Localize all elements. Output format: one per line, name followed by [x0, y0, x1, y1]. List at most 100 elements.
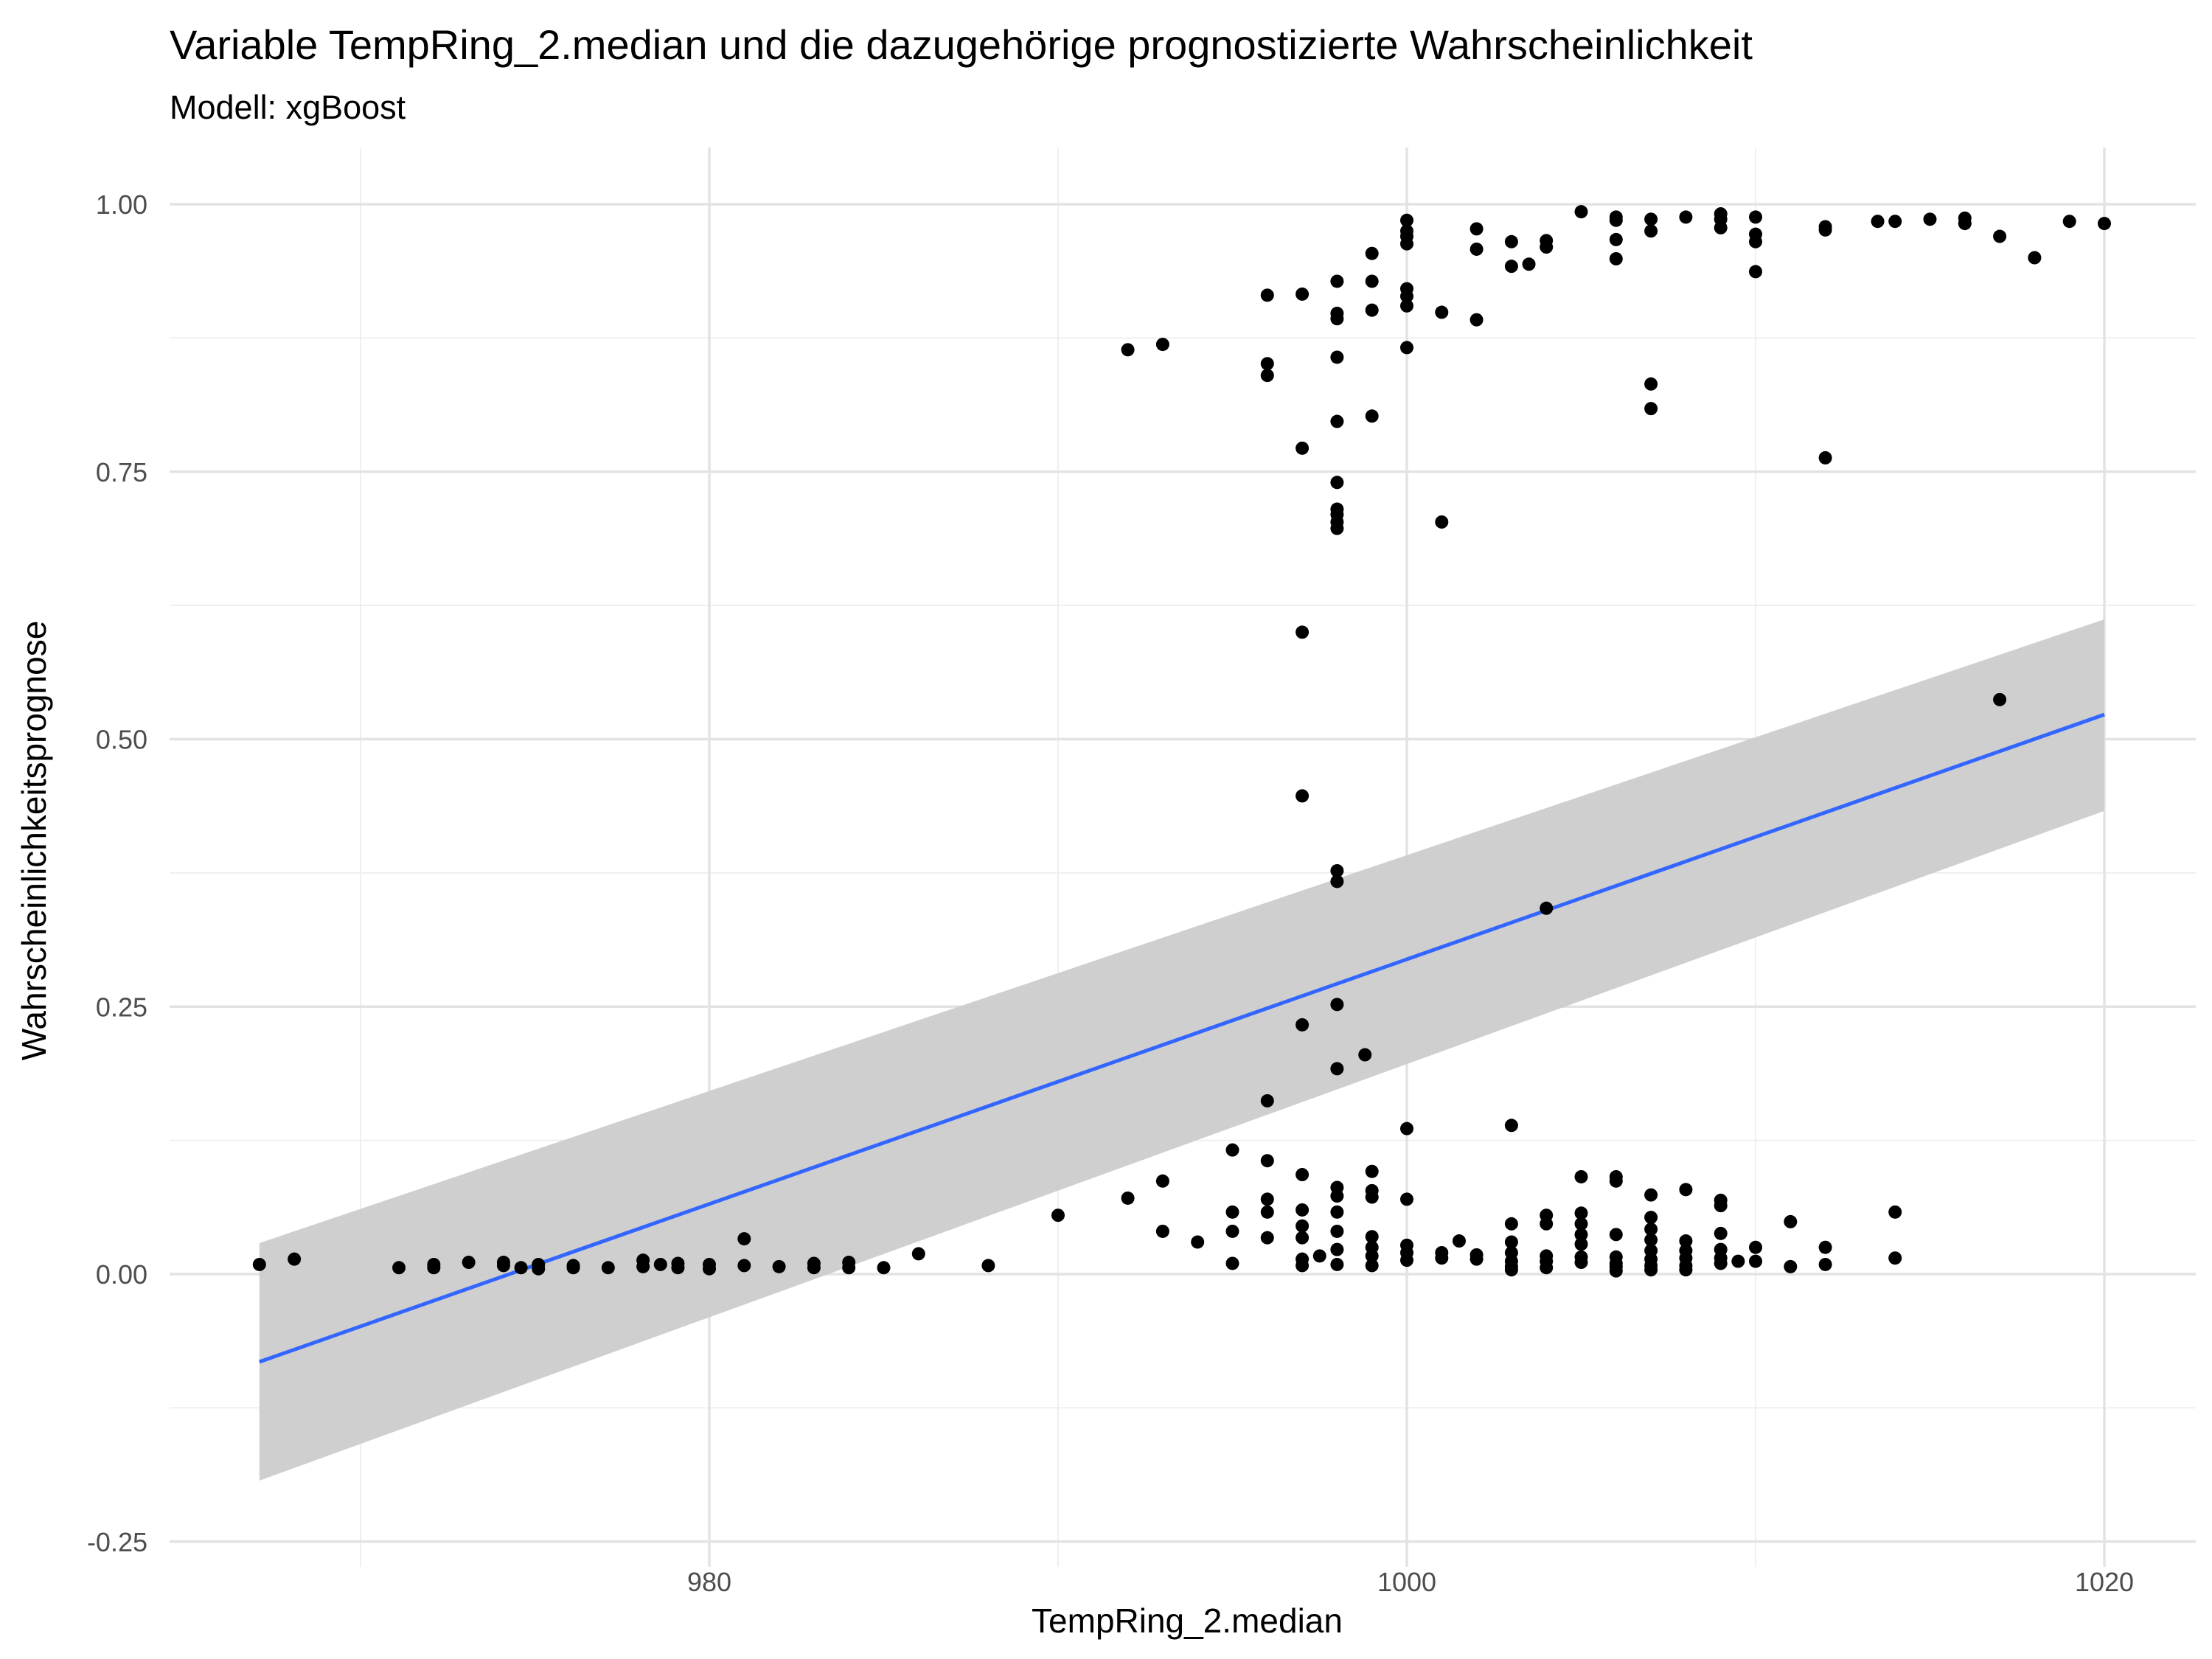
data-point: [1522, 257, 1536, 271]
data-point: [1330, 1224, 1344, 1238]
data-point: [981, 1259, 995, 1273]
data-point: [1644, 1222, 1658, 1237]
data-point: [1121, 343, 1135, 357]
y-tick-label: 0.75: [96, 457, 147, 487]
trend-line: [259, 712, 2105, 1364]
data-point: [1365, 303, 1379, 317]
data-point: [1365, 1249, 1379, 1263]
data-point: [1365, 1164, 1379, 1178]
data-point: [1731, 1254, 1745, 1268]
data-point: [1609, 213, 1623, 227]
data-point: [1295, 1018, 1310, 1032]
data-point: [1784, 1259, 1798, 1273]
confidence-band: [259, 619, 2104, 1481]
data-point: [1888, 1205, 1902, 1219]
data-point: [514, 1261, 528, 1275]
data-point: [1644, 1188, 1658, 1202]
data-point: [772, 1259, 786, 1273]
data-point: [1295, 441, 1310, 455]
data-point: [1923, 212, 1937, 226]
data-point: [1330, 521, 1344, 535]
y-axis-title: Wahrscheinlichkeitsprognose: [15, 621, 53, 1061]
data-point: [1400, 1192, 1413, 1206]
data-point: [842, 1261, 856, 1275]
data-point: [1260, 1154, 1274, 1168]
data-point: [1609, 252, 1623, 266]
data-point: [1679, 1183, 1693, 1197]
data-point: [1714, 1226, 1728, 1240]
data-point: [1330, 274, 1344, 288]
data-point: [1574, 1169, 1588, 1183]
x-tick-label: 980: [687, 1567, 731, 1597]
data-point: [1400, 299, 1413, 313]
x-tick-label: 1000: [1377, 1567, 1436, 1597]
data-point: [1225, 1256, 1239, 1270]
data-point: [1574, 205, 1588, 219]
data-point: [566, 1261, 580, 1275]
data-point: [703, 1262, 716, 1276]
data-point: [1452, 1234, 1466, 1248]
data-point: [1330, 1242, 1344, 1256]
data-point: [1365, 246, 1379, 260]
data-point: [1504, 1119, 1518, 1133]
data-point: [1435, 1251, 1449, 1265]
data-point: [737, 1232, 751, 1246]
data-point: [1540, 1261, 1554, 1275]
y-axis-ticks: -0.25 0.00 0.25 0.50 0.75 1.00: [87, 189, 147, 1557]
data-point: [877, 1261, 891, 1275]
data-point: [1644, 1211, 1658, 1225]
chart-subtitle: Modell: xgBoost: [170, 88, 406, 126]
data-point: [1749, 1240, 1762, 1254]
data-point: [1365, 274, 1379, 288]
data-point: [1609, 1264, 1623, 1278]
data-point: [1714, 1256, 1728, 1270]
data-point: [1644, 1233, 1658, 1247]
data-point: [1051, 1208, 1065, 1222]
data-point: [1888, 215, 1902, 229]
data-point: [1993, 229, 2007, 243]
data-point: [1644, 212, 1658, 226]
data-point: [1609, 1228, 1623, 1242]
data-point: [1470, 313, 1484, 327]
data-point: [1540, 901, 1554, 915]
data-point: [1993, 692, 2007, 706]
data-point: [1749, 1254, 1762, 1268]
data-point: [1260, 369, 1274, 383]
data-point: [911, 1247, 925, 1261]
y-tick-label: 1.00: [96, 189, 147, 220]
data-point: [1295, 1219, 1310, 1233]
y-tick-label: 0.00: [96, 1259, 147, 1290]
data-point: [2028, 251, 2042, 265]
data-point: [1470, 1252, 1484, 1266]
data-point: [1191, 1235, 1205, 1249]
data-point: [1330, 350, 1344, 364]
x-tick-label: 1020: [2075, 1567, 2134, 1597]
data-point: [1888, 1251, 1902, 1265]
data-point: [1470, 242, 1484, 256]
data-point: [2098, 217, 2111, 231]
data-point: [1540, 240, 1554, 254]
data-point: [1225, 1224, 1239, 1238]
data-point: [1400, 1253, 1413, 1267]
data-point: [1295, 1231, 1310, 1245]
data-point: [1365, 1190, 1379, 1204]
data-point: [1504, 1263, 1518, 1277]
data-point: [1609, 1174, 1623, 1188]
data-point: [1749, 265, 1762, 279]
data-point: [1818, 451, 1832, 465]
data-point: [1330, 1205, 1344, 1219]
data-point: [1312, 1249, 1326, 1263]
data-point: [496, 1259, 510, 1273]
data-point: [1225, 1205, 1239, 1219]
data-point: [1155, 1224, 1169, 1238]
x-axis-ticks: 980 1000 1020: [687, 1567, 2134, 1597]
data-point: [1400, 289, 1413, 303]
data-point: [737, 1259, 751, 1273]
data-point: [532, 1262, 546, 1276]
data-point: [1295, 1203, 1310, 1217]
data-point: [1330, 476, 1344, 490]
data-point: [1225, 1143, 1239, 1157]
data-point: [427, 1261, 441, 1275]
data-point: [1400, 1121, 1413, 1135]
data-point: [1330, 863, 1344, 877]
